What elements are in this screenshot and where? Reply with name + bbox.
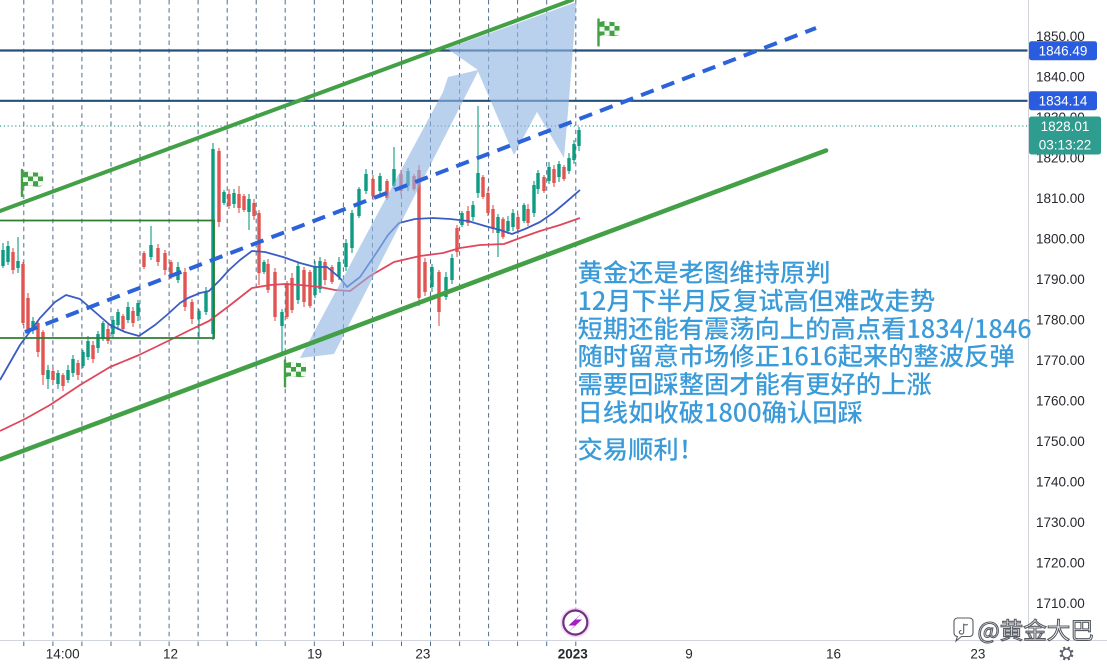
svg-text:1840.00: 1840.00 <box>1036 69 1085 84</box>
svg-text:1810.00: 1810.00 <box>1036 191 1085 206</box>
svg-text:23: 23 <box>970 647 985 662</box>
svg-text:9: 9 <box>685 647 693 662</box>
svg-text:1790.00: 1790.00 <box>1036 272 1085 287</box>
svg-text:1720.00: 1720.00 <box>1036 555 1085 570</box>
svg-text:1750.00: 1750.00 <box>1036 434 1085 449</box>
svg-text:23: 23 <box>415 647 430 662</box>
svg-text:16: 16 <box>826 647 841 662</box>
svg-text:14:00: 14:00 <box>46 647 80 662</box>
svg-text:1710.00: 1710.00 <box>1036 596 1085 611</box>
svg-text:1800.00: 1800.00 <box>1036 231 1085 246</box>
svg-text:2023: 2023 <box>558 647 589 662</box>
svg-text:1740.00: 1740.00 <box>1036 474 1085 489</box>
svg-text:1828.01: 1828.01 <box>1041 119 1090 134</box>
svg-text:12: 12 <box>163 647 178 662</box>
svg-text:19: 19 <box>307 647 322 662</box>
svg-text:1770.00: 1770.00 <box>1036 353 1085 368</box>
svg-text:03:13:22: 03:13:22 <box>1039 137 1092 152</box>
svg-text:1760.00: 1760.00 <box>1036 393 1085 408</box>
svg-text:1834.14: 1834.14 <box>1039 94 1088 109</box>
svg-text:1780.00: 1780.00 <box>1036 312 1085 327</box>
svg-text:1730.00: 1730.00 <box>1036 515 1085 530</box>
svg-text:1850.00: 1850.00 <box>1036 29 1085 44</box>
svg-text:1846.49: 1846.49 <box>1039 44 1088 59</box>
